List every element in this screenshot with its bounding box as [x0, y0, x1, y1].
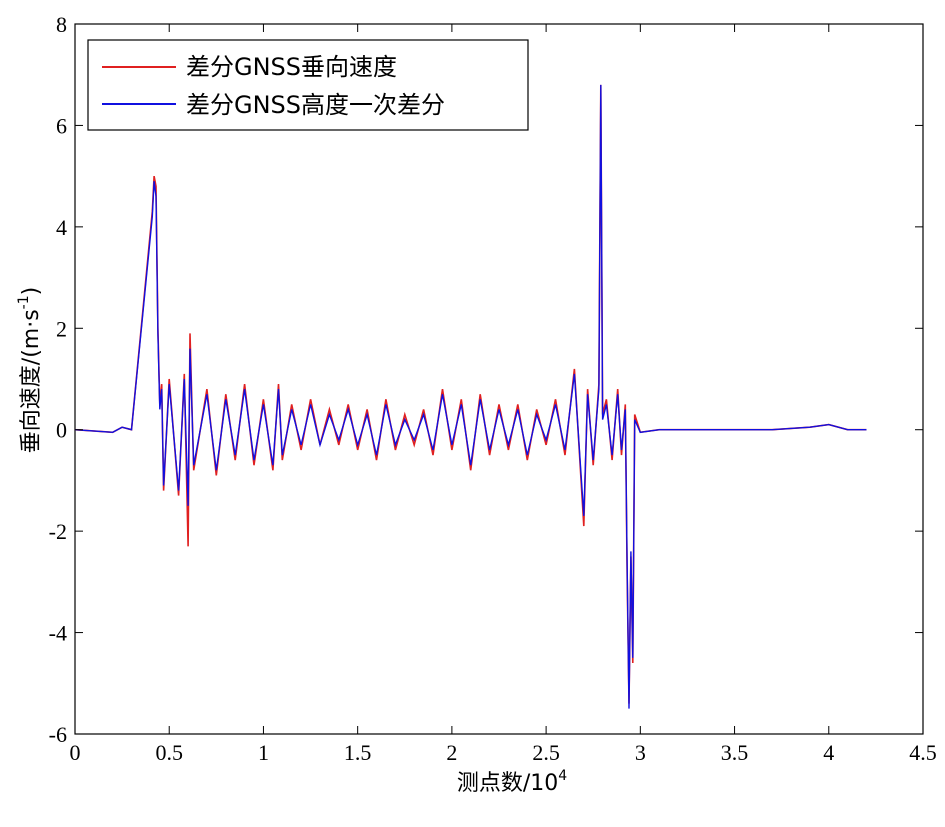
y-tick-label-6: 6: [56, 113, 67, 138]
legend-label-1: 差分GNSS高度一次差分: [186, 91, 445, 119]
legend-label-0: 差分GNSS垂向速度: [186, 53, 397, 81]
series-layer: [74, 84, 867, 709]
y-axis-title: 垂向速度/(m·s-1): [16, 287, 44, 453]
y-tick-label-4: 2: [56, 316, 67, 341]
x-tick-label-1: 0.5: [155, 740, 183, 765]
legend: 差分GNSS垂向速度 差分GNSS高度一次差分: [87, 39, 529, 131]
x-tick-label-3: 1.5: [344, 740, 372, 765]
x-tick-label-2: 1: [258, 740, 269, 765]
tick-layer: [74, 23, 924, 735]
x-tick-label-5: 2.5: [532, 740, 560, 765]
x-tick-label-4: 2: [446, 740, 457, 765]
plot-area: [74, 23, 924, 735]
x-tick-label-7: 3.5: [721, 740, 749, 765]
x-tick-label-0: 0: [70, 740, 81, 765]
x-tick-labels: 0 0.5 1 1.5 2 2.5 3 3.5 4 4.5: [70, 740, 937, 765]
y-tick-label-0: -6: [49, 722, 67, 747]
y-tick-label-2: -2: [49, 519, 67, 544]
y-tick-label-5: 4: [56, 215, 67, 240]
x-tick-label-9: 4.5: [909, 740, 937, 765]
y-tick-labels: -6 -4 -2 0 2 4 6 8: [49, 12, 67, 747]
x-tick-label-6: 3: [635, 740, 646, 765]
x-axis-title: 测点数/104: [457, 768, 567, 796]
y-tick-label-1: -4: [49, 621, 67, 646]
y-tick-label-7: 8: [56, 12, 67, 37]
x-tick-label-8: 4: [823, 740, 834, 765]
series-line-1: [74, 84, 867, 709]
legend-box: [87, 39, 529, 131]
y-tick-label-3: 0: [56, 418, 67, 443]
